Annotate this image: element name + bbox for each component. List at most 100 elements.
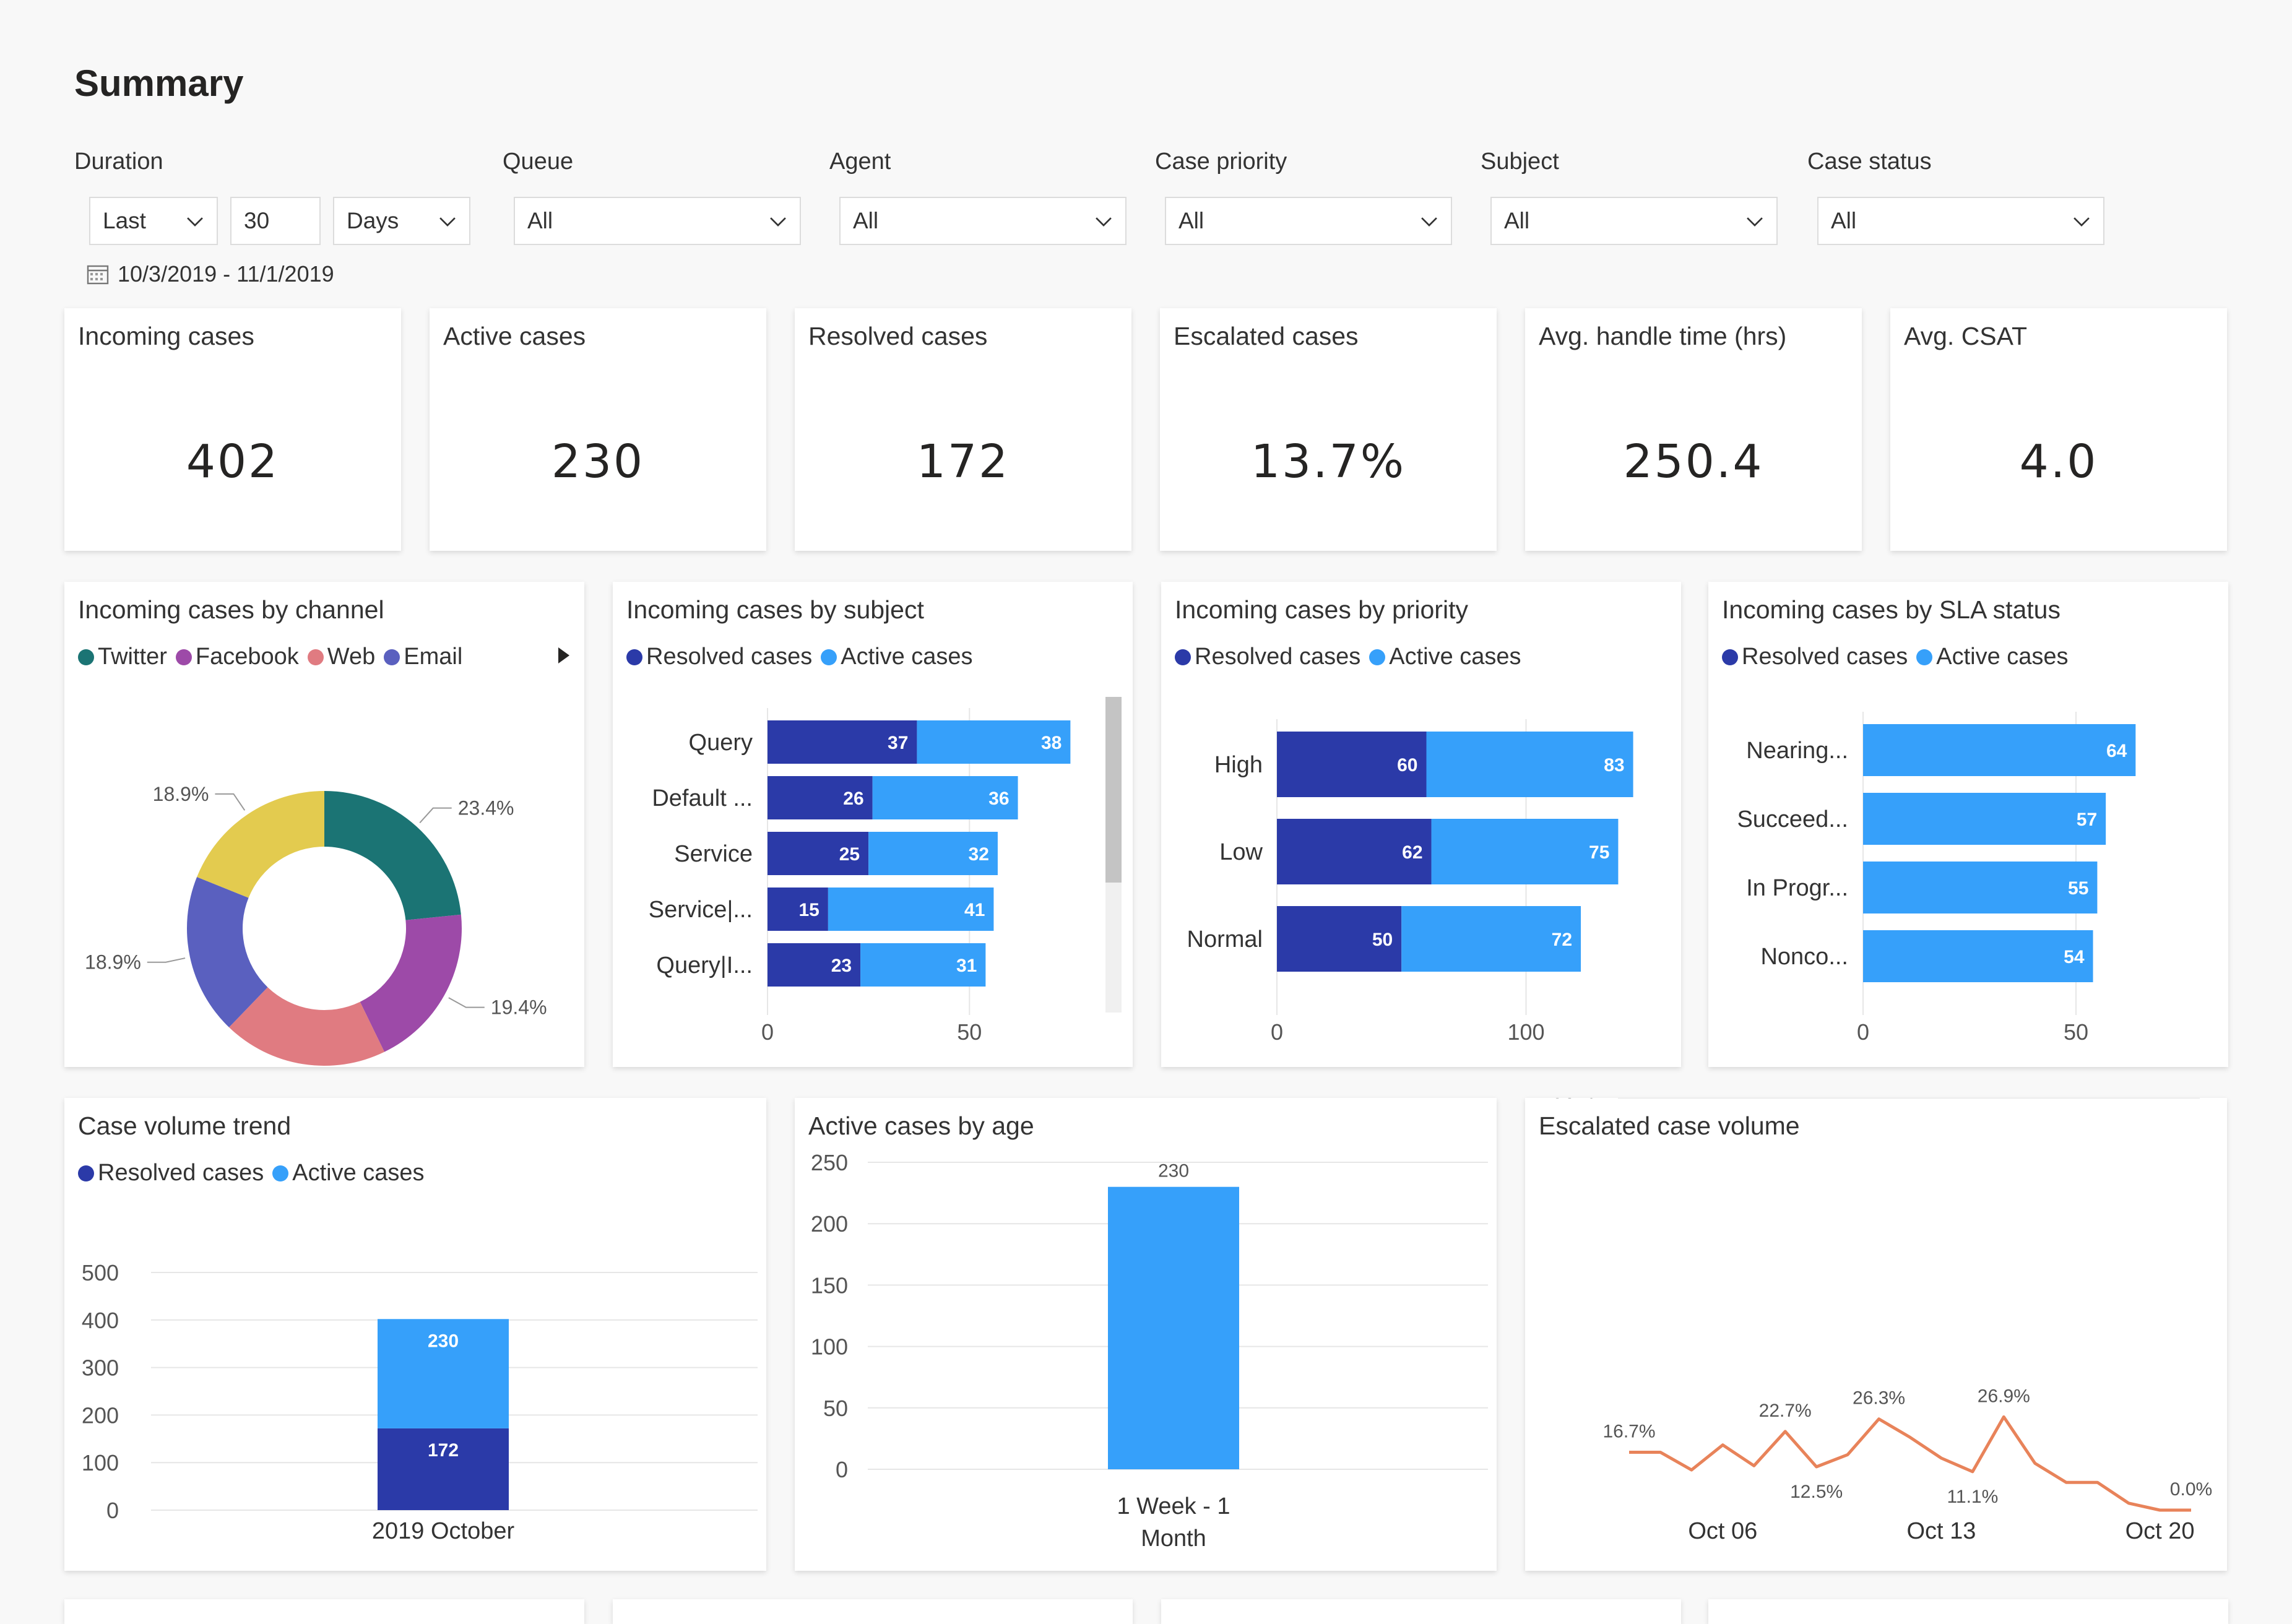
legend-label: Web [327, 644, 376, 670]
bottom-card-4[interactable] [1708, 1599, 2228, 1624]
legend-item-active[interactable]: Active cases [1369, 644, 1521, 670]
bar-active [872, 776, 1018, 819]
sla-chart-card[interactable]: Incoming cases by SLA status Resolved ca… [1708, 582, 2228, 1067]
legend-item-facebook[interactable]: Facebook [175, 644, 299, 670]
x-tick-label: Oct 06 [1688, 1518, 1757, 1544]
point-label: 26.9% [1978, 1386, 2030, 1406]
page-title: Summary [74, 63, 244, 104]
point-label: 11.1% [1947, 1487, 1998, 1507]
bar-resolved [378, 1428, 509, 1510]
duration-period-select[interactable]: Last [89, 197, 218, 245]
y-tick-label: 0 [836, 1457, 848, 1482]
kpi-value: 13.7% [1250, 435, 1406, 488]
point-label: 0.0% [2170, 1479, 2212, 1500]
case-priority-select[interactable]: All [1165, 197, 1452, 245]
kpi-card-active[interactable]: Active cases 230 [430, 308, 766, 551]
duration-count-input[interactable]: 30 [230, 197, 321, 245]
case-status-select[interactable]: All [1817, 197, 2104, 245]
kpi-card-resolved[interactable]: Resolved cases 172 [795, 308, 1131, 551]
y-tick-label: 300 [82, 1355, 119, 1381]
y-tick-label: 250 [811, 1150, 848, 1175]
kpi-card-handle-time[interactable]: Avg. handle time (hrs) 250.4 [1525, 308, 1862, 551]
duration-unit-select[interactable]: Days [333, 197, 470, 245]
bar-value-label: 172 [428, 1440, 459, 1461]
bar-value-label: 15 [799, 900, 819, 920]
x-tick-label: 50 [2064, 1019, 2088, 1045]
kpi-card-incoming[interactable]: Incoming cases 402 [64, 308, 401, 551]
agent-label: Agent [829, 149, 891, 175]
bottom-card-3[interactable] [1161, 1599, 1681, 1624]
bar-value-label: 31 [956, 956, 977, 976]
kpi-label: Escalated cases [1174, 322, 1359, 350]
chart-legend: Resolved cases Active cases [1175, 644, 1530, 670]
case-priority-label: Case priority [1155, 149, 1287, 175]
bar-active [860, 943, 986, 987]
legend-label: Resolved cases [98, 1160, 264, 1186]
bar-value-label: 60 [1397, 755, 1417, 775]
legend-dot [821, 649, 837, 665]
legend-item-active[interactable]: Active cases [1916, 644, 2069, 670]
x-category-label: Month [1141, 1526, 1206, 1552]
subject-select[interactable]: All [1490, 197, 1778, 245]
chart-title: Incoming cases by channel [78, 595, 384, 624]
kpi-card-escalated[interactable]: Escalated cases 13.7% [1160, 308, 1497, 551]
x-tick-label: 100 [1507, 1019, 1544, 1045]
donut-slice [229, 987, 385, 1066]
priority-chart-card[interactable]: Incoming cases by priority Resolved case… [1161, 582, 1681, 1067]
kpi-card-csat[interactable]: Avg. CSAT 4.0 [1890, 308, 2227, 551]
legend-item-active[interactable]: Active cases [821, 644, 973, 670]
legend-item-resolved[interactable]: Resolved cases [626, 644, 812, 670]
bottom-card-1[interactable] [64, 1599, 584, 1624]
y-tick-label: 20% [1551, 1098, 1596, 1103]
leader-line [448, 997, 485, 1008]
category-label: In Progr... [1746, 875, 1848, 901]
priority-bar-chart: 0 100 High 60 83 Low 62 75 Normal 50 72 [1187, 719, 1633, 1045]
legend-item-active[interactable]: Active cases [272, 1160, 425, 1186]
donut-slice [186, 876, 268, 1027]
legend-item-twitter[interactable]: Twitter [78, 644, 167, 670]
legend-item-resolved[interactable]: Resolved cases [1175, 644, 1360, 670]
y-tick-label: 100 [811, 1334, 848, 1360]
y-tick-label: 0 [106, 1498, 119, 1523]
scrollbar-track[interactable] [1105, 697, 1122, 1013]
queue-value: All [527, 208, 553, 233]
bar-resolved [1277, 732, 1427, 797]
duration-count-value: 30 [244, 208, 270, 233]
escalated-chart-card[interactable]: Escalated case volume 0%20%40%60%80%100%… [1525, 1098, 2227, 1571]
agent-select[interactable]: All [839, 197, 1127, 245]
y-tick-label: 200 [811, 1211, 848, 1237]
category-label: Service [674, 841, 753, 867]
x-tick-label: Oct 13 [1906, 1518, 1976, 1544]
bottom-card-2[interactable] [613, 1599, 1133, 1624]
subject-chart-card[interactable]: Incoming cases by subject Resolved cases… [613, 582, 1133, 1067]
kpi-value: 4.0 [2019, 435, 2098, 488]
bar-active [1401, 906, 1581, 972]
bar-active [1426, 732, 1633, 797]
legend-next-arrow-icon[interactable] [557, 646, 571, 665]
legend-item-resolved[interactable]: Resolved cases [78, 1160, 264, 1186]
scrollbar-thumb[interactable] [1105, 697, 1122, 883]
bar-active [1431, 819, 1619, 884]
trend-chart-card[interactable]: Case volume trend Resolved cases Active … [64, 1098, 766, 1571]
kpi-label: Incoming cases [78, 322, 254, 350]
series-line [1629, 1415, 2191, 1512]
bar-value-label: 37 [888, 733, 908, 753]
y-tick-label: 80% [1551, 1098, 1596, 1103]
kpi-label: Resolved cases [808, 322, 988, 350]
channel-chart-card[interactable]: Incoming cases by channel Twitter Facebo… [64, 582, 584, 1067]
bar-value-label: 38 [1041, 733, 1062, 753]
bar-resolved [768, 720, 917, 764]
queue-select[interactable]: All [514, 197, 801, 245]
legend-item-email[interactable]: Email [384, 644, 462, 670]
legend-item-web[interactable]: Web [307, 644, 376, 670]
donut-slice [324, 791, 461, 920]
slice-label: 18.9% [85, 951, 141, 974]
category-label: Service|... [649, 897, 753, 923]
chart-legend: Resolved cases Active cases [78, 1160, 433, 1186]
chart-title: Case volume trend [78, 1112, 292, 1140]
legend-label: Active cases [1936, 644, 2069, 670]
legend-item-resolved[interactable]: Resolved cases [1722, 644, 1908, 670]
chevron-down-icon [1096, 217, 1112, 227]
legend-label: Active cases [841, 644, 973, 670]
age-chart-card[interactable]: Active cases by age 0 50 100 150 200 250 230 1 … [795, 1098, 1497, 1571]
